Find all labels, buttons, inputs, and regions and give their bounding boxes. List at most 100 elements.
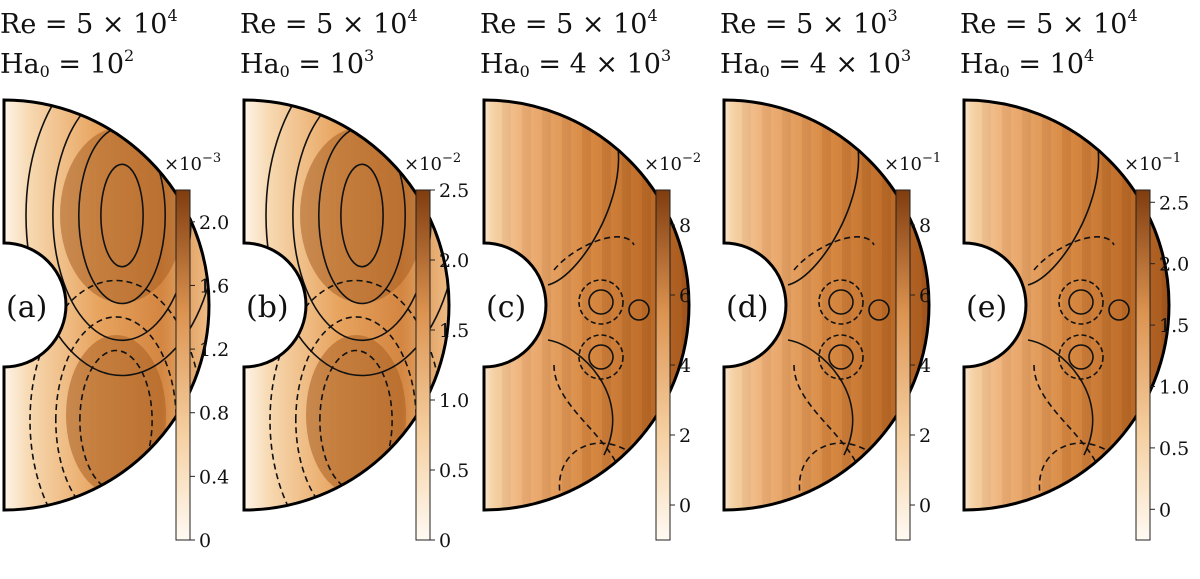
dashed-contour <box>558 442 635 510</box>
equals-sign: = <box>289 49 330 80</box>
re-exponent: 4 <box>407 6 418 25</box>
vortex-core <box>300 127 424 303</box>
colorbar-tick-label: 1.5 <box>1159 315 1189 337</box>
shell-boundary <box>2 98 211 512</box>
panel-e: Re = 5 × 104 Ha0 = 104 (e) ×10−1 0 0.5 1.0 1.5 2… <box>960 0 1200 579</box>
dashed-contour <box>319 349 393 492</box>
vortex-contour <box>868 299 890 321</box>
field-band <box>842 100 851 510</box>
field-band <box>582 100 591 510</box>
re-value: 5 × 10 <box>556 9 648 40</box>
re-value: 5 × 10 <box>76 9 168 40</box>
colorbar-tick-label: 0.5 <box>1159 438 1189 460</box>
field-band <box>1042 100 1051 510</box>
vortex-contour <box>578 334 624 380</box>
colorbar-tick-label: 6 <box>919 285 931 307</box>
colorbar-gradient <box>1135 189 1151 541</box>
equals-sign: = <box>996 9 1037 40</box>
equals-sign: = <box>36 9 77 40</box>
meridional-plot: (b) ×10−2 0 0.5 1.0 1.5 2.0 2.5 <box>242 98 469 552</box>
field-band <box>1062 100 1071 510</box>
equals-sign: = <box>276 9 317 40</box>
panel-label: (e) <box>966 290 1007 325</box>
dashed-contour <box>553 236 635 271</box>
re-exponent: 3 <box>887 6 898 25</box>
equals-sign: = <box>756 9 797 40</box>
reynolds-label: Re = 5 × 103 <box>720 6 898 40</box>
vortex-contour <box>818 334 864 380</box>
field-band <box>602 100 611 510</box>
colorbar-tick-label: 1.5 <box>439 320 469 342</box>
ha-value: 4 × 10 <box>809 49 901 80</box>
vortex-contour <box>1058 279 1104 325</box>
colorbar-tick-label: 4 <box>919 355 931 377</box>
panel-label: (d) <box>726 290 769 325</box>
field-band <box>562 100 571 510</box>
meridional-plot: (c) ×10−2 0 2 4 6 8 <box>482 98 701 541</box>
hartmann-label: Ha0 = 102 <box>0 46 134 81</box>
dashed-contour <box>1033 236 1115 271</box>
colorbar-tick-label: 2.5 <box>1159 192 1189 214</box>
equals-sign: = <box>516 9 557 40</box>
dashed-contour <box>79 349 153 492</box>
solid-contour <box>25 100 209 377</box>
vortex-core <box>66 335 166 495</box>
field-band <box>682 100 689 510</box>
hartmann-label: Ha0 = 104 <box>960 46 1094 81</box>
field-band <box>822 100 831 510</box>
ha-subscript: 0 <box>999 62 1010 81</box>
panel-label: (c) <box>486 290 526 325</box>
colorbar: ×10−3 0 0.4 0.8 1.2 1.6 2.0 <box>164 151 229 552</box>
re-exponent: 4 <box>647 6 658 25</box>
colorbar-tick-label: 8 <box>679 215 691 237</box>
colorbar-gradient <box>175 189 191 541</box>
panel-c: Re = 5 × 104 Ha0 = 4 × 103 (c) ×10−2 0 2 4 6 8 <box>480 0 720 579</box>
vortex-core <box>60 127 184 303</box>
panel-label: (b) <box>246 290 289 325</box>
colorbar-tick-label: 2.0 <box>1159 254 1189 276</box>
colorbar: ×10−1 0 2 4 6 8 <box>884 151 941 541</box>
vortex-contour <box>828 289 854 315</box>
reynolds-label: Re = 5 × 104 <box>480 6 658 40</box>
ha-symbol: Ha <box>0 49 40 80</box>
reynolds-label: Re = 5 × 104 <box>0 6 178 40</box>
re-symbol: Re <box>960 9 997 40</box>
colorbar: ×10−2 0 0.5 1.0 1.5 2.0 2.5 <box>404 151 469 552</box>
colorbar-tick-label: 0.8 <box>199 403 229 425</box>
ha-value: 10 <box>89 49 124 80</box>
meridional-plot: (d) ×10−1 0 2 4 6 8 <box>722 98 941 541</box>
colorbar: ×10−1 0 0.5 1.0 1.5 2.0 2.5 <box>1124 151 1189 541</box>
colorbar-tick-label: 6 <box>679 285 691 307</box>
colorbar-multiplier: ×10−1 <box>884 151 941 175</box>
colorbar-multiplier: ×10−3 <box>164 151 221 175</box>
vortex-contour <box>1058 334 1104 380</box>
colorbar-tick-label: 1.0 <box>439 390 469 412</box>
solid-contour <box>78 126 166 305</box>
colorbar: ×10−2 0 2 4 6 8 <box>644 151 701 541</box>
ha-subscript: 0 <box>279 62 290 81</box>
vortex-contour <box>1068 344 1094 370</box>
colorbar-tick-label: 0 <box>199 530 211 552</box>
colorbar-tick-label: 1.6 <box>199 275 229 297</box>
hartmann-label: Ha0 = 4 × 103 <box>720 46 911 81</box>
vortex-contour <box>588 289 614 315</box>
ha-subscript: 0 <box>519 62 530 81</box>
ha-exponent: 4 <box>1084 46 1095 65</box>
solid-contour <box>340 163 384 268</box>
field-band <box>862 100 871 510</box>
ha-symbol: Ha <box>720 49 760 80</box>
re-value: 5 × 10 <box>1036 9 1128 40</box>
colorbar-multiplier: ×10−2 <box>644 151 701 175</box>
re-symbol: Re <box>240 9 277 40</box>
hartmann-label: Ha0 = 103 <box>240 46 374 81</box>
re-value: 5 × 10 <box>796 9 888 40</box>
hartmann-label: Ha0 = 4 × 103 <box>480 46 671 81</box>
solid-contour <box>787 339 854 456</box>
reynolds-label: Re = 5 × 104 <box>960 6 1138 40</box>
vortex-contour <box>1068 289 1094 315</box>
colorbar-tick-label: 8 <box>919 215 931 237</box>
equals-sign: = <box>529 49 570 80</box>
colorbar-tick-label: 0.4 <box>199 466 229 488</box>
field-band <box>882 100 891 510</box>
